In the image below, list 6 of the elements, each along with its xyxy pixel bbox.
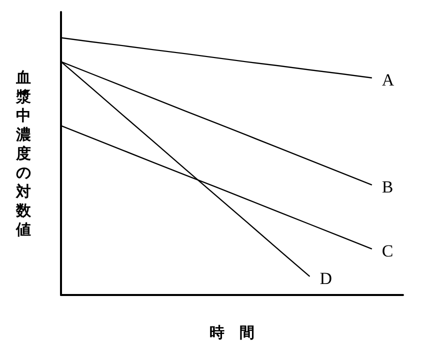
text: 血漿中濃度の対数値 bbox=[16, 68, 31, 238]
series-label: D bbox=[320, 268, 332, 288]
x-axis-title: 時 間 bbox=[210, 324, 254, 342]
series-label: A bbox=[382, 70, 395, 90]
series-label: C bbox=[382, 241, 394, 260]
series-label: B bbox=[382, 177, 394, 196]
